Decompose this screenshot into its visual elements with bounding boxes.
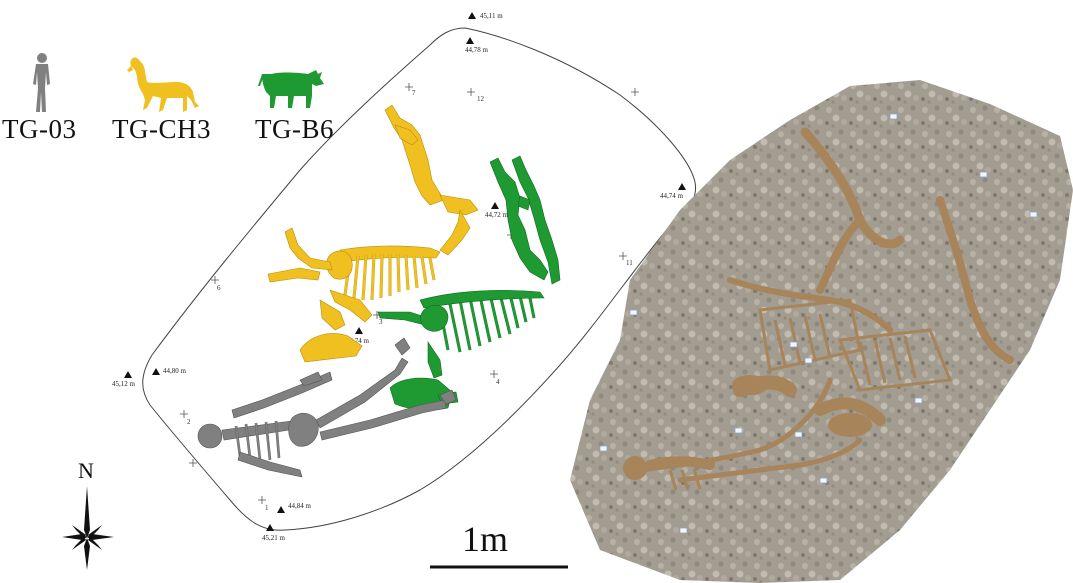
elevation-label: 44,80 m: [163, 367, 187, 375]
elevation-label: 44,74 m: [346, 337, 370, 345]
grid-point-label: 12: [477, 95, 485, 103]
grid-point-label: 4: [496, 378, 500, 386]
photo-tags: [599, 113, 1038, 534]
legend-label-tgb6: TG-B6: [255, 114, 334, 144]
grid-point-label: 6: [217, 284, 221, 292]
photo-skeletal-remains: [637, 127, 1014, 483]
legend-label-tg03: TG-03: [2, 114, 77, 144]
pit-outline: [142, 27, 697, 531]
grid-point-labels: 7 12 11 6 3 4 2 1: [187, 89, 633, 512]
elevation-label: 44,78 m: [465, 46, 489, 54]
elevation-label: 45,12 m: [112, 380, 136, 388]
bovine-silhouette-icon: [258, 70, 324, 108]
grid-point-label: 7: [412, 89, 416, 97]
human-skeleton-tg03: [197, 337, 457, 478]
horse-skeleton-tgch3: [267, 104, 479, 363]
bovine-skeleton-tgb6: [377, 155, 561, 411]
elevation-markers: [124, 12, 686, 531]
photo-skull-remains: [623, 375, 872, 480]
horse-silhouette-icon: [127, 57, 199, 112]
elevation-label: 45,11 m: [480, 12, 503, 20]
grid-point-label: 3: [379, 318, 383, 326]
elevation-labels: 45,11 m 44,78 m 44,74 m 44,72 m 44,74 m …: [112, 12, 684, 542]
elevation-label: 44,72 m: [485, 211, 509, 219]
legend-label-tgch3: TG-CH3: [112, 114, 211, 144]
excavation-photograph: [570, 80, 1073, 583]
grid-point-label: 11: [626, 259, 633, 267]
compass-star-icon: [62, 486, 114, 570]
photo-ribs: [668, 313, 917, 491]
elevation-label: 44,84 m: [288, 502, 312, 510]
grid-point-label: 1: [265, 504, 269, 512]
human-silhouette-icon: [33, 53, 50, 112]
scale-bar-label: 1m: [462, 519, 509, 559]
elevation-label: 44,74 m: [660, 192, 684, 200]
north-label: N: [78, 458, 94, 483]
elevation-label: 45,21 m: [262, 534, 286, 542]
grid-point-label: 2: [187, 418, 191, 426]
